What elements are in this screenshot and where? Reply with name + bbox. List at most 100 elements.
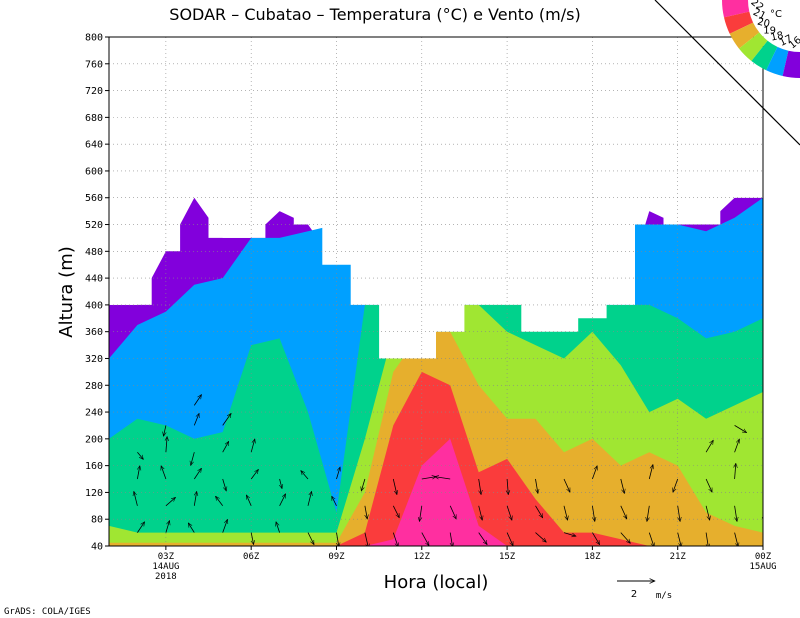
y-tick-label: 400 bbox=[85, 300, 103, 311]
legend-label-19: 19 bbox=[763, 25, 776, 36]
footer-credit: GrADS: COLA/IGES bbox=[4, 607, 91, 617]
legend-swatch-18 bbox=[751, 40, 778, 71]
wind-vector bbox=[734, 439, 740, 453]
x-axis-label: Hora (local) bbox=[384, 572, 489, 593]
x-tick-label: 00Z bbox=[755, 552, 772, 562]
wind-vector bbox=[307, 491, 312, 506]
x-tick-date: 14AUG bbox=[152, 562, 179, 572]
wind-vector bbox=[592, 505, 594, 522]
wind-vector bbox=[194, 491, 196, 506]
x-tick-label: 12Z bbox=[414, 552, 431, 562]
wind-vector bbox=[222, 478, 227, 491]
y-tick-label: 80 bbox=[91, 515, 103, 526]
wind-vector bbox=[677, 532, 682, 546]
wind-vector bbox=[620, 532, 631, 544]
wind-vector bbox=[705, 505, 710, 520]
wind-vector bbox=[506, 532, 514, 546]
wind-vector bbox=[535, 505, 543, 518]
wind-vector bbox=[280, 478, 282, 489]
x-tick-label: 18Z bbox=[584, 552, 601, 562]
wind-vector bbox=[450, 532, 452, 546]
wind-vector bbox=[222, 519, 228, 533]
y-axis-ticks: 40 80 120 160 200 240 280 320 360 400 440 480 520 560… bbox=[85, 33, 109, 553]
wind-vector bbox=[421, 477, 436, 479]
wind-vector bbox=[762, 477, 763, 479]
wind-vector bbox=[506, 505, 512, 520]
wind-vector bbox=[392, 532, 398, 546]
wind-vector bbox=[435, 477, 451, 479]
legend-swatch-21 bbox=[724, 11, 754, 34]
wind-vector bbox=[337, 532, 339, 546]
wind-vector bbox=[165, 521, 170, 533]
legend-label-18: 18 bbox=[770, 30, 785, 44]
y-tick-label: 480 bbox=[85, 247, 103, 258]
wind-vector bbox=[647, 505, 649, 522]
wind-vector bbox=[478, 532, 487, 545]
wind-vector bbox=[592, 532, 599, 545]
wind-reference-vector: 2 m/s bbox=[617, 581, 672, 601]
legend-label-20: 20 bbox=[756, 17, 771, 31]
wind-vector bbox=[705, 478, 713, 492]
y-tick-label: 760 bbox=[85, 59, 103, 70]
wind-vector bbox=[193, 468, 201, 480]
wind-vector bbox=[536, 478, 538, 493]
temp-layer-22 bbox=[109, 438, 763, 546]
wind-vector bbox=[620, 505, 628, 519]
chart-title: SODAR – Cubatao – Temperatura (°C) e Ven… bbox=[169, 5, 580, 24]
wind-vector bbox=[648, 465, 653, 480]
wind-vector bbox=[137, 466, 139, 480]
y-tick-label: 360 bbox=[85, 327, 103, 338]
legend-label-16: 16 bbox=[787, 35, 800, 52]
wind-vector bbox=[419, 505, 421, 522]
x-tick-date: 15AUG bbox=[749, 562, 776, 572]
wind-vector bbox=[563, 478, 571, 492]
wind-vector bbox=[361, 478, 366, 491]
legend-swatch-20 bbox=[729, 22, 760, 49]
wind-vector bbox=[734, 532, 739, 546]
wind-vector bbox=[479, 478, 481, 495]
y-tick-label: 520 bbox=[85, 220, 103, 231]
wind-vector bbox=[250, 469, 258, 480]
legend-swatch-22 bbox=[722, 0, 750, 18]
y-tick-label: 320 bbox=[85, 354, 103, 365]
y-tick-label: 680 bbox=[85, 113, 103, 124]
legend-separator bbox=[654, 0, 800, 146]
x-tick-label: 21Z bbox=[670, 552, 687, 562]
wind-vector bbox=[165, 497, 176, 507]
wind-vector bbox=[478, 505, 483, 520]
wind-vector bbox=[507, 478, 508, 495]
wind-vector bbox=[301, 471, 309, 480]
wind-vector bbox=[535, 532, 547, 543]
grid-lines bbox=[109, 37, 763, 546]
wind-vector bbox=[735, 505, 737, 522]
y-tick-label: 40 bbox=[91, 542, 103, 553]
wind-vector bbox=[191, 452, 195, 465]
x-tick-label: 15Z bbox=[499, 552, 516, 562]
x-tick-label: 09Z bbox=[328, 552, 345, 562]
y-tick-label: 200 bbox=[85, 434, 103, 445]
wind-vector bbox=[365, 505, 367, 519]
wind-vector bbox=[673, 478, 679, 492]
wind-vector bbox=[164, 425, 166, 436]
wind-vector bbox=[166, 437, 167, 453]
wind-vector bbox=[216, 496, 224, 507]
reference-unit: m/s bbox=[656, 591, 672, 601]
y-tick-label: 800 bbox=[85, 33, 103, 44]
wind-vector bbox=[279, 494, 286, 506]
y-tick-label: 160 bbox=[85, 461, 103, 472]
wind-vector bbox=[421, 532, 430, 546]
legend-swatch-19 bbox=[739, 32, 768, 61]
x-tick-label: 03Z bbox=[158, 552, 175, 562]
wind-vector bbox=[222, 441, 230, 453]
y-axis-label: Altura (m) bbox=[56, 246, 77, 338]
wind-vector bbox=[276, 522, 280, 533]
x-tick-year: 2018 bbox=[155, 572, 177, 582]
wind-vector bbox=[678, 505, 680, 522]
y-tick-label: 120 bbox=[85, 488, 103, 499]
legend-unit: °C bbox=[770, 9, 782, 20]
legend-label-21: 21 bbox=[751, 7, 767, 22]
temperature-layers bbox=[109, 37, 763, 546]
wind-vector bbox=[193, 413, 199, 426]
wind-vector bbox=[250, 439, 255, 453]
